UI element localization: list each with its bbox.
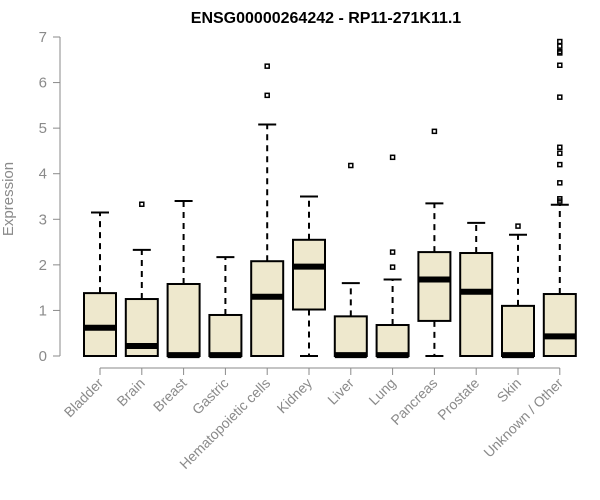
outlier-lung-0 (389, 264, 396, 270)
box-skin (501, 223, 535, 359)
x-tick-label-liver: Liver (324, 375, 357, 408)
outlier-unknown-other-2 (557, 180, 563, 186)
box-liver (333, 162, 368, 359)
y-tick-label-7: 7 (39, 29, 47, 46)
outlier-brain-0 (139, 201, 145, 207)
outlier-unknown-other-4 (557, 150, 563, 156)
outlier-unknown-other-9 (557, 48, 563, 55)
box-prostate (459, 221, 494, 358)
box-kidney (292, 195, 326, 357)
boxes-group (83, 38, 577, 359)
x-tick-label-breast: Breast (150, 375, 190, 415)
iqr-box-pancreas (417, 251, 452, 322)
iqr-box-prostate (459, 252, 494, 358)
outlier-unknown-other-10 (557, 43, 563, 49)
outlier-unknown-other-3 (557, 161, 563, 168)
outlier-unknown-other-1 (557, 196, 563, 202)
outlier-pancreas-0 (431, 128, 438, 135)
y-tick-label-5: 5 (39, 120, 47, 137)
box-breast (166, 200, 201, 359)
outlier-skin-0 (515, 223, 521, 229)
x-tick-label-unknown-other: Unknown / Other (480, 375, 566, 461)
box-brain (124, 201, 159, 357)
y-tick-label-1: 1 (39, 302, 47, 319)
y-tick-label-4: 4 (39, 166, 47, 183)
x-tick-label-bladder: Bladder (61, 375, 107, 421)
box-hematopoietic-cells (250, 63, 285, 357)
iqr-box-liver (333, 315, 368, 357)
y-axis-label: Expression (0, 162, 17, 236)
y-tick-label-3: 3 (39, 211, 47, 228)
iqr-box-gastric (208, 313, 243, 358)
outlier-lung-2 (389, 154, 396, 161)
iqr-box-bladder (83, 292, 117, 357)
iqr-box-kidney (292, 238, 326, 311)
outlier-unknown-other-5 (557, 144, 563, 151)
y-tick-label-6: 6 (39, 75, 47, 92)
outlier-lung-1 (389, 249, 396, 255)
iqr-box-lung (375, 324, 410, 357)
x-tick-label-kidney: Kidney (274, 375, 316, 417)
chart-title: ENSG00000264242 - RP11-271K11.1 (191, 10, 462, 27)
x-tick-label-prostate: Prostate (434, 375, 482, 423)
y-tick-label-2: 2 (39, 257, 47, 274)
y-axis: 0 1 2 3 4 5 6 7 (39, 29, 61, 365)
iqr-box-hematopoietic-cells (250, 260, 285, 357)
iqr-box-unknown-other (542, 293, 577, 357)
box-lung (375, 154, 410, 359)
x-tick-label-brain: Brain (113, 375, 147, 409)
iqr-box-breast (166, 282, 201, 357)
outlier-unknown-other-7 (557, 62, 563, 69)
y-tick-label-0: 0 (39, 348, 47, 365)
outlier-unknown-other-6 (557, 94, 563, 100)
x-tick-label-lung: Lung (365, 375, 398, 408)
outlier-unknown-other-11 (557, 38, 563, 45)
iqr-box-skin (501, 304, 535, 357)
box-gastric (208, 256, 243, 359)
outlier-liver-0 (348, 162, 354, 169)
outlier-hematopoietic-cells-1 (264, 63, 270, 69)
outlier-hematopoietic-cells-0 (264, 92, 270, 99)
x-tick-label-skin: Skin (494, 375, 525, 406)
box-pancreas (417, 128, 452, 357)
box-bladder (83, 211, 117, 357)
box-unknown-other (542, 38, 577, 357)
